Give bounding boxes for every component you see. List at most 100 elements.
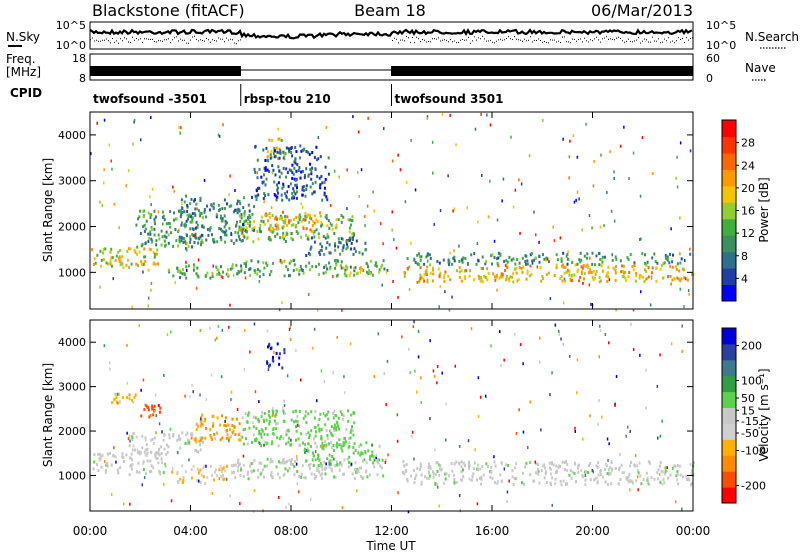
power-cell: [650, 271, 653, 275]
velocity-cell: [584, 478, 587, 482]
velocity-cell: [223, 423, 226, 427]
power-cell: [181, 236, 184, 240]
velocity-cell: [260, 461, 263, 465]
power-cell: [143, 209, 146, 213]
velocity-speck: [514, 332, 516, 336]
power-cell: [180, 239, 183, 243]
power-cell: [505, 263, 508, 267]
power-cell: [273, 180, 276, 184]
power-cell: [178, 240, 181, 244]
power-cell: [100, 258, 103, 262]
velocity-cell: [158, 453, 161, 457]
power-cell: [273, 155, 276, 159]
power-cell: [216, 272, 219, 276]
velocity-cell: [130, 463, 133, 467]
power-cell: [509, 275, 512, 279]
velocity-cell: [604, 468, 607, 472]
velocity-cell: [365, 470, 368, 474]
power-speck: [427, 259, 429, 263]
power-speck: [96, 121, 98, 125]
velocity-cell: [597, 461, 600, 465]
power-cell: [282, 182, 285, 186]
power-speck: [282, 220, 285, 224]
power-cell: [212, 238, 214, 242]
power-cell: [197, 241, 200, 245]
power-speck: [410, 241, 412, 245]
power-speck: [408, 288, 411, 291]
power-cell: [295, 169, 298, 173]
power-cell: [319, 253, 322, 256]
velocity-cell: [573, 462, 576, 466]
velocity-cell: [314, 434, 317, 438]
power-cell: [330, 223, 333, 227]
power-speck: [364, 215, 366, 218]
power-speck: [562, 301, 565, 305]
power-cell: [507, 277, 510, 281]
velocity-cell: [298, 424, 301, 428]
power-cell: [310, 170, 313, 173]
power-cell: [109, 259, 112, 263]
power-speck: [360, 168, 363, 172]
power-cell: [315, 218, 318, 222]
power-cell: [99, 249, 102, 253]
power-cell: [220, 219, 223, 223]
velocity-speck: [252, 421, 254, 424]
velocity-cell: [233, 463, 235, 467]
power-cell: [291, 192, 294, 195]
velocity-cell: [97, 469, 100, 473]
velocity-cell: [402, 460, 405, 464]
velocity-cell: [106, 461, 109, 465]
power-cell: [353, 233, 355, 237]
velocity-cell: [309, 462, 312, 466]
power-speck: [186, 268, 188, 272]
velocity-cell: [543, 463, 546, 467]
velocity-cell: [472, 467, 475, 471]
velocity-cell: [271, 475, 274, 479]
velocity-cell: [599, 473, 602, 477]
power-cell: [149, 230, 152, 234]
velocity-cell: [334, 425, 337, 429]
velocity-cell: [162, 438, 165, 442]
velocity-cell: [571, 470, 574, 474]
velocity-cell: [201, 436, 204, 440]
power-speck: [512, 205, 515, 209]
power-cell: [667, 275, 669, 279]
power-cell: [152, 250, 155, 254]
power-cell: [475, 262, 478, 266]
velocity-cell: [362, 476, 365, 480]
velocity-speck: [458, 494, 461, 497]
power-cell: [374, 263, 377, 267]
power-cell: [423, 279, 426, 283]
power-cell: [365, 270, 368, 274]
velocity-cell: [165, 443, 168, 447]
power-cell: [576, 270, 579, 274]
power-speck: [278, 308, 281, 312]
velocity-speck: [243, 368, 245, 372]
power-cell: [614, 271, 617, 275]
velocity-cell: [419, 462, 422, 466]
velocity-cell: [371, 450, 374, 454]
velocity-cell: [202, 475, 205, 479]
velocity-cell: [261, 429, 264, 433]
power-cell: [289, 182, 292, 186]
velocity-cell: [296, 415, 299, 419]
power-cell: [291, 238, 294, 242]
power-cell: [560, 257, 563, 261]
velocity-cell: [272, 428, 275, 432]
velocity-speck: [271, 414, 274, 418]
power-speck: [448, 308, 451, 312]
velocity-speck: [258, 400, 260, 404]
velocity-cell: [274, 422, 277, 426]
velocity-cell: [115, 396, 118, 400]
power-cell: [258, 186, 261, 190]
power-cell: [271, 214, 274, 217]
velocity-speck: [244, 329, 246, 332]
velocity-cell: [157, 452, 160, 456]
power-cell: [577, 268, 580, 272]
power-speck: [504, 264, 507, 268]
velocity-speck: [109, 367, 111, 371]
power-cell: [292, 223, 295, 227]
velocity-cell: [636, 464, 638, 468]
velocity-cell: [545, 481, 548, 484]
power-cell: [309, 214, 311, 217]
